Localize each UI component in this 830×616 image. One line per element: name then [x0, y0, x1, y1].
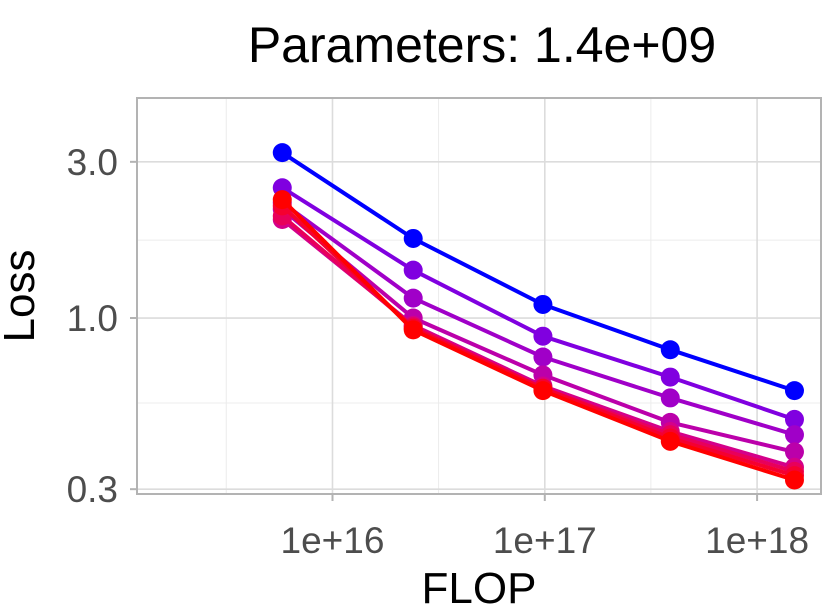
- point-0-0: [272, 143, 292, 163]
- y-tick-label-2: 3.0: [67, 142, 118, 183]
- point-7-4: [784, 470, 804, 490]
- series-1: [272, 178, 804, 429]
- point-1-1: [403, 260, 423, 280]
- point-7-3: [660, 431, 680, 451]
- axis-ticks: 1e+16 1e+17 1e+18 0.3 1.0 3.0: [67, 142, 809, 561]
- y-axis-title: Loss: [0, 250, 44, 343]
- grid: [137, 98, 821, 494]
- point-3-4: [784, 442, 804, 462]
- x-axis-title: FLOP: [422, 564, 537, 613]
- point-0-2: [533, 294, 553, 314]
- y-tick-label-0: 0.3: [67, 469, 118, 510]
- x-tick-label-2: 1e+18: [705, 520, 809, 561]
- point-2-2: [533, 347, 553, 367]
- point-1-2: [533, 326, 553, 346]
- point-7-0: [272, 190, 292, 210]
- point-2-4: [784, 425, 804, 445]
- series-0: [272, 143, 804, 401]
- y-tick-label-1: 1.0: [67, 298, 118, 339]
- point-2-1: [403, 288, 423, 308]
- series-layer: [272, 143, 804, 490]
- panel-background: [137, 98, 821, 494]
- point-0-3: [660, 340, 680, 360]
- series-2: [272, 193, 804, 445]
- point-7-1: [403, 320, 423, 340]
- x-tick-label-0: 1e+16: [281, 520, 385, 561]
- chart-title: Parameters: 1.4e+09: [248, 17, 716, 73]
- panel-border: [136, 97, 822, 495]
- point-0-1: [403, 228, 423, 248]
- series-7: [272, 190, 804, 490]
- point-0-4: [784, 381, 804, 401]
- point-1-3: [660, 367, 680, 387]
- point-7-2: [533, 381, 553, 401]
- x-tick-label-1: 1e+17: [493, 520, 597, 561]
- point-1-4: [784, 409, 804, 429]
- point-2-3: [660, 388, 680, 408]
